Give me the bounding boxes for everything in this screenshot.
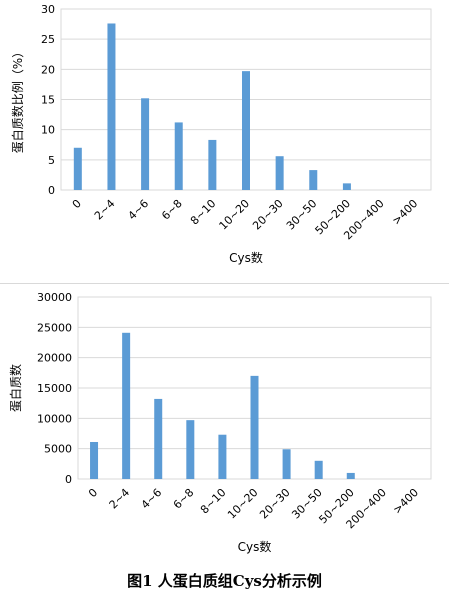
bar	[73, 147, 82, 190]
bar	[154, 398, 163, 479]
bar	[186, 420, 195, 479]
x-axis-label: Cys数	[229, 250, 263, 265]
x-tick-label: 8~10	[188, 197, 219, 228]
bar	[122, 332, 131, 479]
y-tick-label: 15	[41, 94, 55, 107]
bar	[275, 156, 284, 190]
figure-caption: 图1 人蛋白质组Cys分析示例	[127, 572, 322, 590]
bar	[90, 441, 99, 479]
y-tick-label: 15000	[37, 382, 72, 395]
x-tick-label: 4~6	[139, 486, 165, 512]
bar	[282, 449, 291, 479]
y-axis-label: 蛋白质数	[8, 364, 23, 412]
bar	[242, 71, 250, 190]
y-tick-label: 0	[48, 184, 55, 197]
bar	[346, 472, 355, 479]
bar	[314, 460, 323, 479]
x-tick-label: >400	[390, 197, 421, 228]
y-tick-label: 5000	[44, 443, 72, 456]
bar	[342, 183, 351, 190]
x-tick-label: 20~30	[250, 197, 286, 233]
y-tick-label: 5	[48, 154, 55, 167]
bar	[218, 434, 227, 479]
x-tick-label: 6~8	[171, 486, 197, 512]
y-tick-label: 25000	[37, 321, 72, 334]
bar	[250, 375, 259, 479]
x-tick-label: 4~6	[126, 197, 152, 223]
x-tick-label: 8~10	[198, 486, 229, 517]
bar	[309, 170, 318, 190]
x-tick-label: 2~4	[107, 486, 133, 512]
x-axis-label: Cys数	[238, 539, 272, 554]
chart-cys-count: 0 5000 10000 15000 20000 25000 30000 0 2~4 4~6 6~8…	[8, 291, 432, 554]
y-axis-label: 蛋白质数比例（%）	[10, 46, 25, 153]
y-tick-label: 10000	[37, 412, 72, 425]
bar	[141, 98, 150, 190]
y-tick-label: 0	[65, 473, 72, 486]
x-tick-label: 0	[70, 197, 84, 211]
chart-separator	[0, 283, 449, 284]
y-tick-label: 30000	[37, 291, 72, 304]
bar	[107, 23, 116, 191]
x-tick-label: 10~20	[217, 197, 253, 233]
y-tick-label: 10	[41, 124, 55, 137]
y-tick-label: 20	[41, 63, 55, 76]
y-tick-label: 20000	[37, 352, 72, 365]
x-tick-label: 10~20	[225, 486, 261, 522]
x-tick-label: 2~4	[92, 197, 118, 223]
bar	[208, 139, 217, 190]
x-tick-label: 20~30	[257, 486, 293, 522]
bar	[174, 122, 183, 190]
x-tick-label: 0	[86, 486, 100, 500]
y-tick-label: 30	[41, 3, 55, 16]
y-tick-label: 25	[41, 33, 55, 46]
x-tick-label: 6~8	[159, 197, 185, 223]
x-tick-label: >400	[391, 486, 422, 517]
